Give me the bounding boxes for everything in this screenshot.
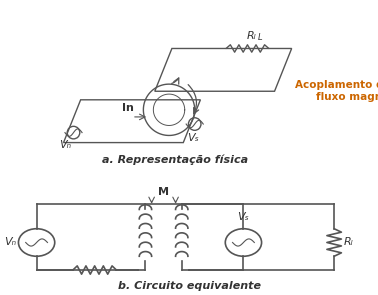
Text: L: L [258,33,263,42]
Text: In: In [122,103,134,113]
Text: Vₛ: Vₛ [237,212,249,222]
Text: b. Circuito equivalente: b. Circuito equivalente [118,281,260,291]
Text: Vₛ: Vₛ [187,133,199,143]
Text: M: M [158,187,169,197]
Text: Rₗ: Rₗ [343,237,353,248]
Text: Acoplamento devido ao
fluxo magnético: Acoplamento devido ao fluxo magnético [294,80,378,102]
Text: Vₙ: Vₙ [59,140,71,150]
Text: a. Representação física: a. Representação física [102,155,248,165]
Text: Rₗ: Rₗ [247,31,257,41]
Text: Vₙ: Vₙ [5,237,17,248]
